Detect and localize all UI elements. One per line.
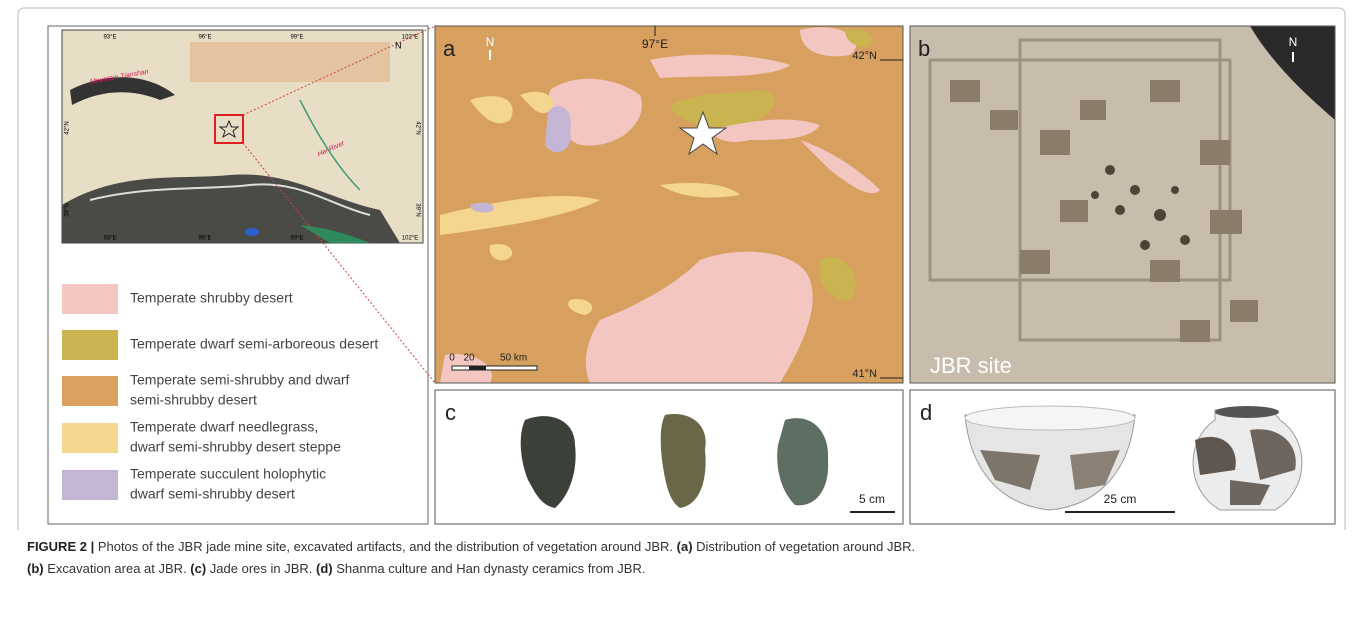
panel-label: a xyxy=(443,36,456,61)
lat-label: 42°N xyxy=(414,121,420,134)
lon-label: 96°E xyxy=(198,236,211,242)
panel-label: c xyxy=(445,400,456,425)
lat-label: 42°N xyxy=(65,121,71,134)
caption-text: Shanma culture and Han dynasty ceramics … xyxy=(332,561,646,576)
legend-swatch xyxy=(62,376,118,406)
panel-label: d xyxy=(920,400,932,425)
scale-bar xyxy=(451,365,538,371)
caption-parts: (a) Distribution of vegetation around JB… xyxy=(27,539,915,576)
caption-tag: (a) xyxy=(676,539,693,554)
scale-label: 50 km xyxy=(500,353,527,364)
caption-text: Distribution of vegetation around JBR. xyxy=(692,539,916,554)
lat-label: 42°N xyxy=(852,50,877,62)
lat-label: 39°N xyxy=(65,203,71,216)
legend-label: dwarf semi-shrubby desert steppe xyxy=(130,439,341,455)
scale-label: 20 xyxy=(463,353,475,364)
lon-label: 96°E xyxy=(198,35,211,41)
lat-label: 41°N xyxy=(852,368,877,380)
labels: 93°E 93°E 96°E 96°E 99°E 99°E 102°E 102°E 42°N 42… xyxy=(62,35,1298,506)
inset-north: N xyxy=(395,40,402,50)
figure: N 93°E 93°E 96°E 96°E 99°E 99°E 102°E 102°E 42°N… xyxy=(17,7,1346,530)
ceramics xyxy=(964,405,1303,511)
scale-bar xyxy=(469,366,486,370)
legend-swatch xyxy=(62,330,118,360)
legend-swatch xyxy=(62,423,118,453)
panel-a-border xyxy=(434,25,904,384)
caption-tag: (d) xyxy=(316,561,333,576)
legend-label: semi-shrubby desert xyxy=(130,392,257,408)
lon-label: 93°E xyxy=(103,236,116,242)
lon-label: 102°E xyxy=(402,236,418,242)
legend-label: Temperate shrubby desert xyxy=(130,290,293,306)
legend-label: Temperate succulent holophytic xyxy=(130,466,326,482)
inset-map: N xyxy=(61,25,436,384)
panel-b-border xyxy=(909,25,1336,384)
site-label: JBR site xyxy=(930,353,1012,378)
legend-label: Temperate dwarf semi-arboreous desert xyxy=(130,336,378,352)
north-label: N xyxy=(1289,35,1298,49)
lat-label: 39°N xyxy=(414,203,420,216)
site-photo xyxy=(910,26,1335,383)
lon-label: 93°E xyxy=(103,35,116,41)
figure-label: FIGURE 2 | xyxy=(27,539,95,554)
scale-label: 5 cm xyxy=(859,492,885,506)
legend-label: Temperate semi-shrubby and dwarf xyxy=(130,372,350,388)
legend-swatch xyxy=(62,284,118,314)
legend-label: Temperate dwarf needlegrass, xyxy=(130,419,318,435)
caption-text: Jade ores in JBR. xyxy=(206,561,317,576)
panel-label: b xyxy=(918,36,930,61)
lon-label: 99°E xyxy=(290,236,303,242)
vegetation-map xyxy=(435,26,903,383)
scale-label: 0 xyxy=(449,353,455,364)
caption: FIGURE 2 | Photos of the JBR jade mine s… xyxy=(27,536,1337,580)
caption-tag: (c) xyxy=(190,561,207,576)
north-label: N xyxy=(486,35,495,49)
frame xyxy=(17,7,1346,530)
lon-label: 97°E xyxy=(642,37,668,51)
lon-label: 102°E xyxy=(402,35,418,41)
legend-swatch xyxy=(62,470,118,500)
caption-text: Excavation area at JBR. xyxy=(43,561,191,576)
legend-label: dwarf semi-shrubby desert xyxy=(130,486,295,502)
jade-ores xyxy=(520,414,829,508)
caption-tag: (b) xyxy=(27,561,44,576)
lon-label: 99°E xyxy=(290,35,303,41)
caption-intro: Photos of the JBR jade mine site, excava… xyxy=(94,539,677,554)
scale-label: 25 cm xyxy=(1104,492,1137,506)
